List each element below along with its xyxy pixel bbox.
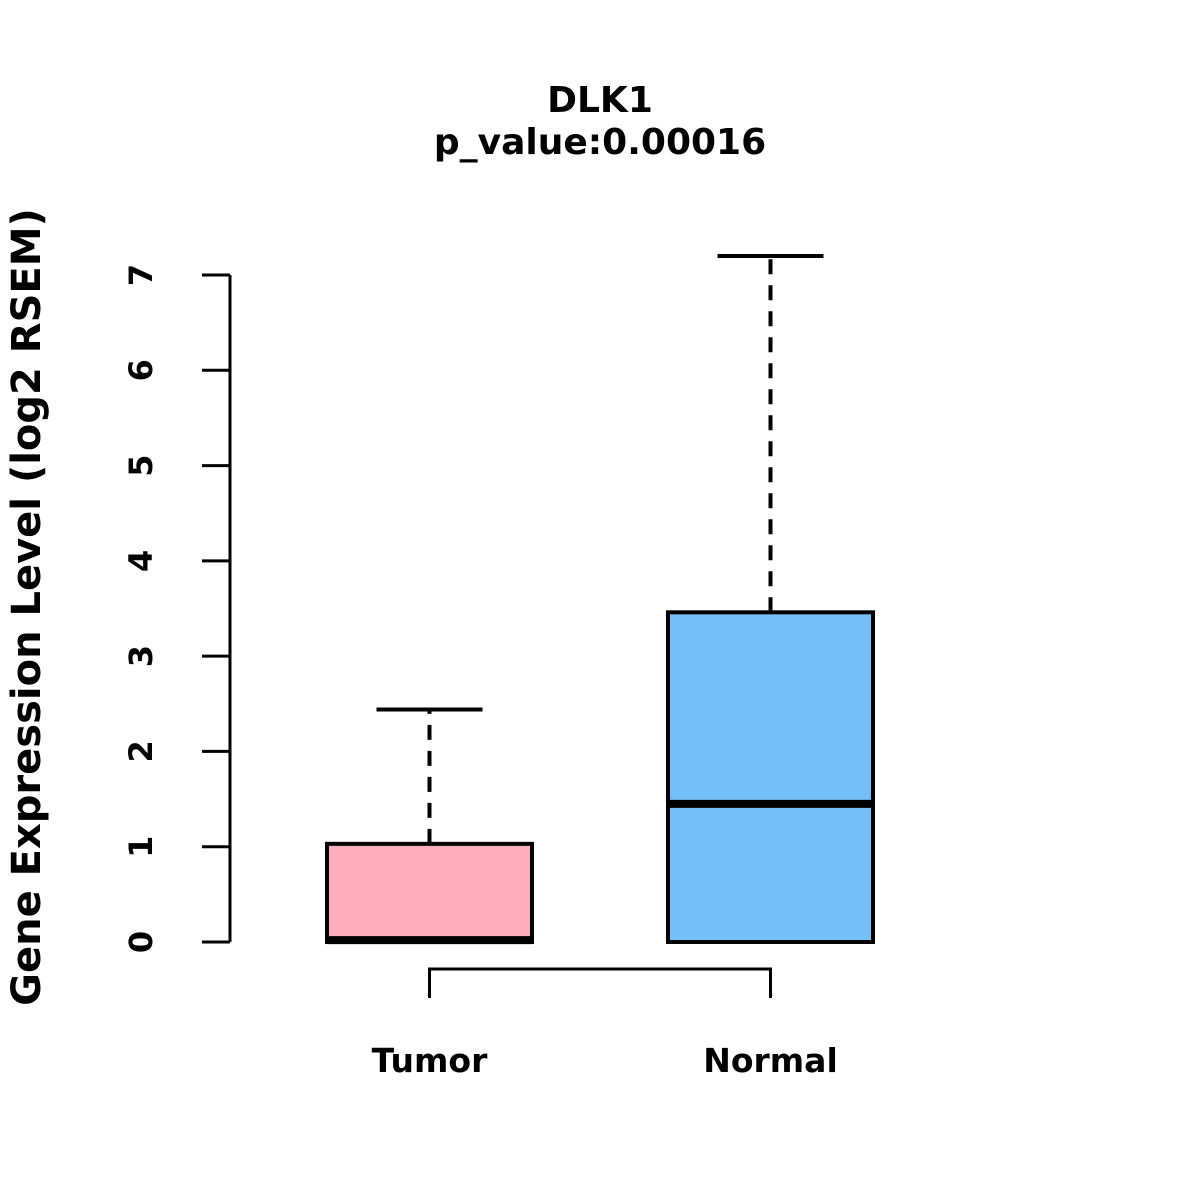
box-normal xyxy=(666,610,875,944)
y-tick-label: 7 xyxy=(122,264,160,286)
y-axis: 0 1 2 3 4 5 6 7 xyxy=(122,264,232,953)
boxplot-normal xyxy=(666,253,875,944)
boxplot-tumor xyxy=(325,707,534,945)
y-tick-label: 1 xyxy=(122,836,160,858)
y-tick-label: 4 xyxy=(122,550,160,572)
category-label-normal: Normal xyxy=(703,1041,838,1080)
comparison-bracket xyxy=(428,967,772,998)
y-tick-label: 6 xyxy=(122,359,160,381)
chart-title: DLK1 xyxy=(547,80,653,121)
y-tick-label: 0 xyxy=(122,931,160,953)
y-tick-label: 2 xyxy=(122,740,160,762)
y-tick-label: 3 xyxy=(122,645,160,667)
chart-subtitle: p_value:0.00016 xyxy=(434,122,766,163)
y-tick-label: 5 xyxy=(122,454,160,476)
category-label-tumor: Tumor xyxy=(372,1041,488,1080)
box-tumor xyxy=(325,841,534,944)
y-axis-label: Gene Expression Level (log2 RSEM) xyxy=(4,208,50,1006)
plot-area: Tumor Normal xyxy=(325,253,875,1080)
